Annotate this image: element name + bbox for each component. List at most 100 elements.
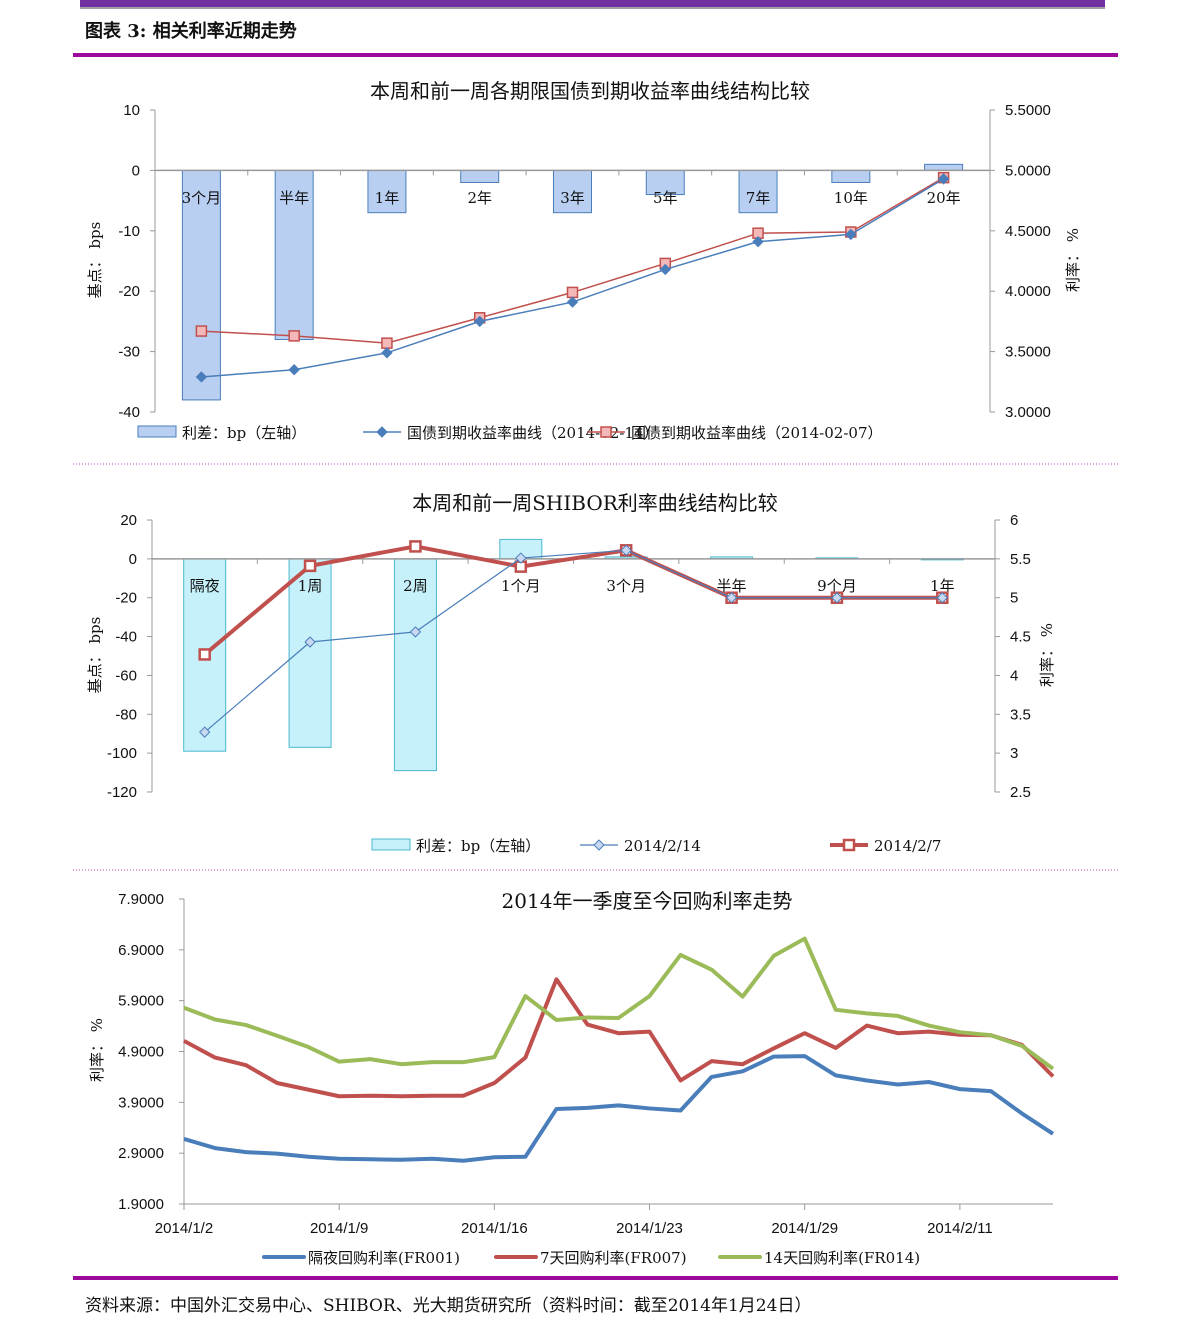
category-label: 2年: [467, 189, 492, 207]
legend-label: 隔夜回购利率(FR001): [308, 1249, 460, 1267]
c1-marker-1-6: [831, 592, 843, 604]
figure-header: 图表 3: 相关利率近期走势: [85, 20, 297, 42]
c1-legend-marker-1: [593, 839, 605, 851]
legend-label: 利差：bp（左轴）: [416, 837, 540, 855]
category-label: 3年: [560, 189, 585, 207]
c1-marker-2-0: [198, 648, 211, 661]
bar-2: [393, 558, 437, 772]
legend-label: 国债到期收益率曲线（2014-02-14）: [407, 424, 659, 442]
c1-marker-1-7: [936, 592, 949, 604]
category-label: 20年: [927, 189, 961, 207]
c0-marker-2-0: [195, 325, 208, 337]
c1-marker-1-2: [409, 626, 422, 638]
repo-rate-chart: 2014年一季度至今回购利率走势 7.9000 6.9000 5.9000 4.9000…: [88, 889, 1055, 1267]
left-tick-label: -10: [118, 223, 140, 240]
left-tick-label: -60: [115, 667, 137, 684]
legend-label: 2014/2/14: [624, 837, 701, 855]
category-label: 9个月: [817, 577, 857, 595]
c0-marker-2-4: [566, 286, 579, 299]
x-tick-label: 2014/1/29: [771, 1220, 838, 1237]
right-tick-label: 5: [1010, 590, 1018, 607]
category-label: 10年: [834, 189, 868, 207]
bar-2: [367, 169, 407, 214]
left-axis-title: 基点： bps: [86, 617, 104, 694]
bar-1: [288, 558, 332, 748]
c1-marker-1-0: [198, 726, 211, 738]
x-tick-label: 2014/1/16: [461, 1220, 528, 1237]
left-tick-label: -40: [115, 629, 137, 646]
series-line-1: [204, 549, 943, 733]
category-label: 3个月: [182, 189, 222, 207]
c0-marker-1-1: [288, 364, 300, 376]
bar-3: [460, 169, 500, 183]
c0-legend-marker-2: [600, 426, 612, 438]
right-tick-label: 5.5000: [1005, 102, 1051, 119]
category-label: 1年: [930, 577, 955, 595]
chart-title: 本周和前一周各期限国债到期收益率曲线结构比较: [370, 79, 810, 103]
legend-label: 7天回购利率(FR007): [540, 1249, 687, 1267]
bar-6: [738, 169, 778, 214]
c1-marker-1-1: [304, 636, 316, 648]
x-tick-label: 2014/1/9: [310, 1220, 368, 1237]
category-label: 7年: [746, 189, 771, 207]
y-tick-label: 6.9000: [118, 942, 164, 959]
left-tick-label: -20: [118, 283, 140, 300]
c0-marker-1-0: [195, 371, 208, 383]
c1-marker-1-5: [725, 592, 738, 604]
category-label: 半年: [717, 577, 747, 595]
footer-rule: [73, 1276, 1118, 1280]
right-tick-label: 5.5: [1010, 551, 1031, 568]
x-tick-label: 2014/2/11: [927, 1220, 993, 1237]
bar-7: [831, 169, 871, 183]
c0-marker-1-3: [474, 315, 486, 328]
bar-0: [181, 169, 221, 401]
bar-5: [645, 169, 685, 196]
right-axis-title: 利率： %: [1064, 228, 1082, 292]
treasury-yield-chart: 本周和前一周各期限国债到期收益率曲线结构比较 10 0 -10 -20 -30 -40 5.5…: [86, 79, 1082, 442]
category-label: 2周: [403, 577, 428, 595]
y-tick-label: 1.9000: [118, 1196, 164, 1213]
x-tick-label: 2014/1/2: [155, 1220, 213, 1237]
c1-marker-2-2: [409, 540, 422, 553]
x-tick-label: 2014/1/23: [616, 1220, 683, 1237]
y-tick-label: 3.9000: [118, 1094, 164, 1111]
left-tick-label: -40: [118, 404, 140, 421]
c1-legend-marker-2: [842, 838, 856, 852]
left-tick-label: 10: [123, 102, 140, 119]
series-line-1: [183, 977, 1055, 1099]
category-label: 1个月: [501, 577, 541, 595]
category-label: 1年: [375, 189, 400, 207]
right-tick-label: 3: [1010, 745, 1018, 762]
category-label: 隔夜: [190, 577, 220, 595]
category-label: 1周: [298, 577, 323, 595]
right-tick-label: 4.0000: [1005, 283, 1051, 300]
c0-marker-1-8: [937, 173, 950, 185]
left-axis-title: 基点： bps: [86, 222, 104, 299]
series-line-0: [183, 1054, 1055, 1163]
c0-marker-1-7: [845, 228, 857, 241]
right-axis-title: 利率： %: [1038, 623, 1056, 687]
right-tick-label: 4.5000: [1005, 223, 1051, 240]
y-axis-title: 利率： %: [88, 1018, 106, 1082]
right-tick-label: 5.0000: [1005, 162, 1051, 179]
c0-marker-1-4: [566, 296, 579, 308]
chart-title: 2014年一季度至今回购利率走势: [502, 889, 793, 913]
right-tick-label: 4: [1010, 667, 1018, 684]
series-line-2: [183, 936, 1055, 1071]
c1-marker-1-4: [620, 544, 632, 557]
right-tick-label: 3.5000: [1005, 344, 1051, 361]
legend-label: 14天回购利率(FR014): [764, 1249, 920, 1267]
right-tick-label: 6: [1010, 512, 1018, 529]
right-tick-label: 4.5: [1010, 629, 1031, 646]
c1-marker-2-1: [303, 559, 317, 573]
c0-marker-1-2: [381, 347, 393, 359]
right-tick-label: 2.5: [1010, 784, 1031, 801]
right-tick-label: 3.5: [1010, 706, 1031, 723]
y-tick-label: 2.9000: [118, 1145, 164, 1162]
bar-4: [553, 169, 592, 214]
legend-label: 2014/2/7: [874, 837, 941, 855]
left-tick-label: 0: [132, 162, 140, 179]
c0-marker-1-5: [659, 263, 671, 276]
top-bar-shadow: [80, 7, 1105, 9]
